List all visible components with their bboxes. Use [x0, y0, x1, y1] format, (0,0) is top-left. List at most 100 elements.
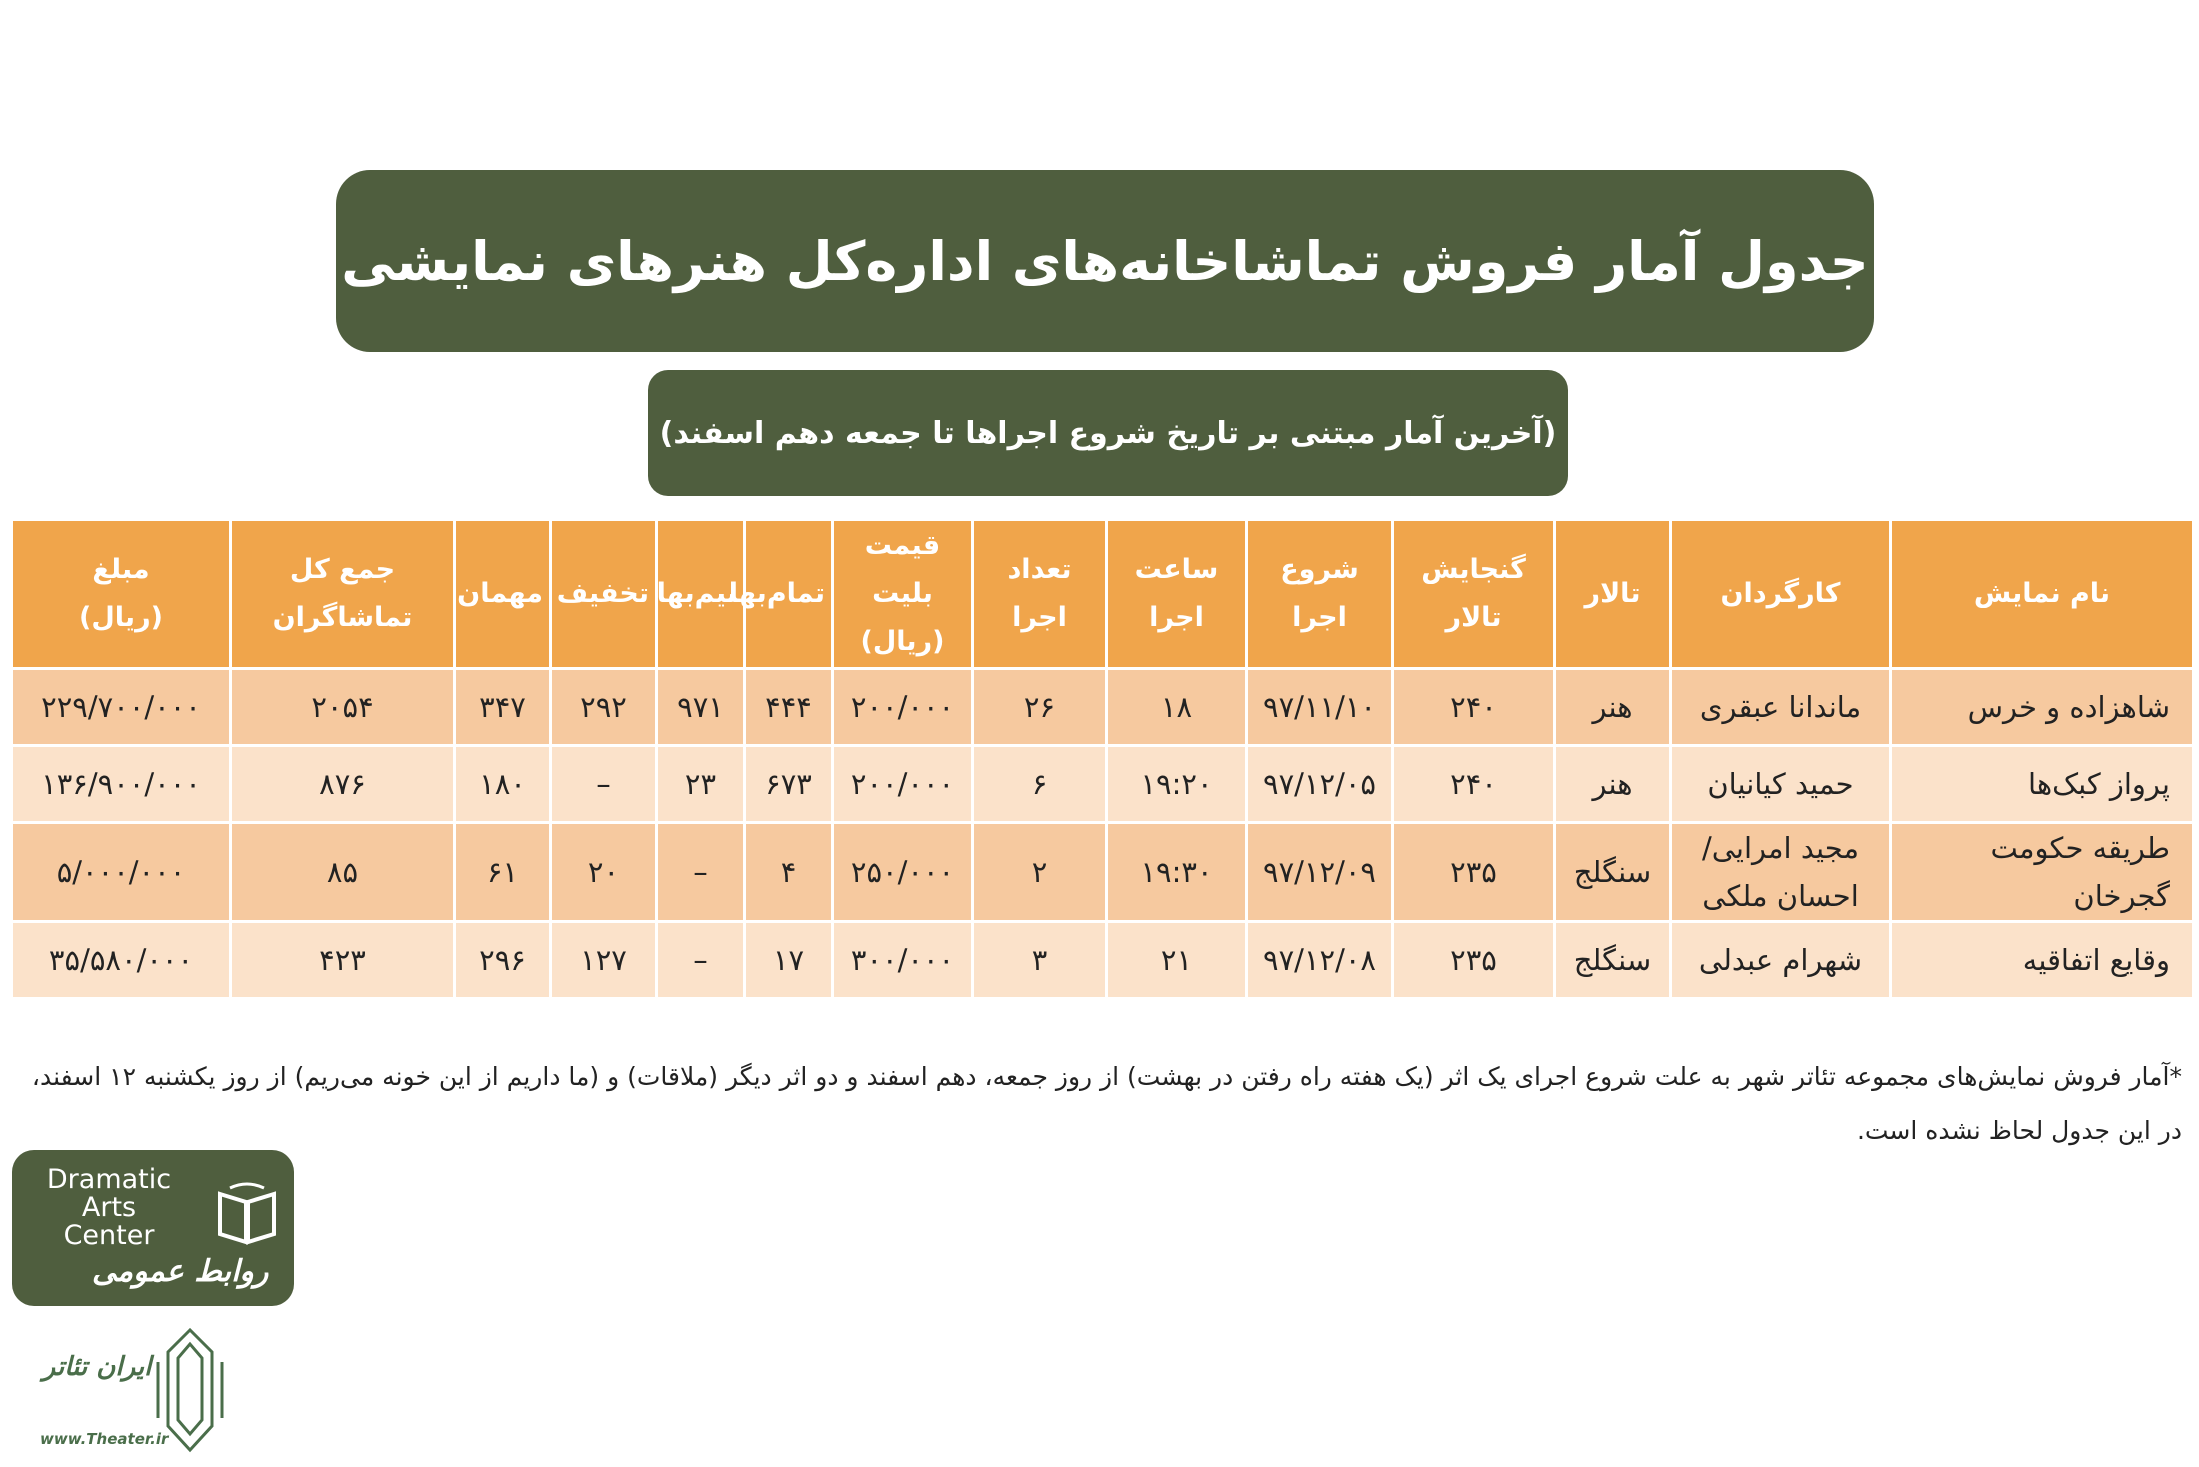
table-row: طریقه حکومت گجرخان مجید امرایی/احسان ملکی…: [10, 821, 2195, 923]
dac-logo-persian: روابط عمومی: [92, 1254, 269, 1289]
cell-discount: ۱۲۷: [549, 920, 658, 1000]
cell-start: ۹۷/۱۲/۰۵: [1245, 744, 1394, 824]
column-header-line: اجرا: [1149, 602, 1204, 633]
cell-full: ۴: [743, 821, 834, 923]
column-header: شروع اجرا: [1245, 518, 1394, 670]
cell-hall: سنگلج: [1553, 920, 1672, 1000]
cell-hall: سنگلج: [1553, 821, 1672, 923]
cell-capacity: ۲۳۵: [1391, 920, 1556, 1000]
cell-start: ۹۷/۱۱/۱۰: [1245, 667, 1394, 747]
column-header-line: ساعت: [1134, 554, 1219, 585]
cell-hall: هنر: [1553, 744, 1672, 824]
cell-director: حمید کیانیان: [1669, 744, 1892, 824]
cell-capacity: ۲۴۰: [1391, 744, 1556, 824]
cell-capacity: ۲۳۵: [1391, 821, 1556, 923]
column-header-line: اجرا: [1292, 602, 1347, 633]
cell-total: ۸۵: [229, 821, 456, 923]
cell-amount: ۱۳۶/۹۰۰/۰۰۰: [10, 744, 232, 824]
cell-start: ۹۷/۱۲/۰۸: [1245, 920, 1394, 1000]
cell-full: ۴۴۴: [743, 667, 834, 747]
table-row: پرواز کبک‌ها حمید کیانیان هنر ۲۴۰ ۹۷/۱۲/۰۵ ۱۹…: [10, 744, 2195, 824]
table-row: شاهزاده و خرس ماندانا عبقری هنر ۲۴۰ ۹۷/۱۱/۱۰…: [10, 667, 2195, 747]
cell-price: ۳۰۰/۰۰۰: [831, 920, 974, 1000]
table-header-row: نام نمایش کارگردان تالار گنجایش تالار شروع اجر…: [10, 518, 2195, 670]
cell-amount: ۳۵/۵۸۰/۰۰۰: [10, 920, 232, 1000]
dac-logo-english: Dramatic Arts Center: [34, 1166, 184, 1250]
column-header: تالار: [1553, 518, 1672, 670]
column-header-line: مبلغ: [92, 554, 150, 585]
column-header: گنجایش تالار: [1391, 518, 1556, 670]
cell-total: ۲۰۵۴: [229, 667, 456, 747]
cell-half: ۲۳: [655, 744, 746, 824]
footnote: *آمار فروش نمایش‌های مجموعه تئاتر شهر به…: [31, 1062, 2182, 1145]
dac-logo-line: Center: [63, 1220, 155, 1251]
cell-half: –: [655, 920, 746, 1000]
cell-count: ۲۶: [971, 667, 1108, 747]
column-header-line: گنجایش: [1421, 554, 1526, 585]
cell-time: ۲۱: [1105, 920, 1248, 1000]
column-header-line: تخفیف: [556, 578, 649, 609]
cell-price: ۲۰۰/۰۰۰: [831, 744, 974, 824]
cell-line: مجید امرایی/: [1701, 831, 1860, 865]
column-header: ساعت اجرا: [1105, 518, 1248, 670]
page-title: جدول آمار فروش تماشاخانه‌های اداره‌کل هن…: [336, 170, 1874, 352]
cell-line: حمید کیانیان: [1707, 767, 1854, 801]
cell-total: ۸۷۶: [229, 744, 456, 824]
cell-director: مجید امرایی/احسان ملکی: [1669, 821, 1892, 923]
cell-count: ۲: [971, 821, 1108, 923]
column-header-line: تالار: [1584, 578, 1641, 609]
cell-count: ۶: [971, 744, 1108, 824]
column-header-line: نیم‌بها: [656, 578, 737, 609]
column-header: نیم‌بها: [655, 518, 746, 670]
page-title-text: جدول آمار فروش تماشاخانه‌های اداره‌کل هن…: [341, 229, 1869, 293]
column-header-line: بلیت: [872, 578, 933, 609]
column-header-line: اجرا: [1012, 602, 1067, 633]
cell-discount: ۲۹۲: [549, 667, 658, 747]
cell-price: ۲۵۰/۰۰۰: [831, 821, 974, 923]
cell-name: شاهزاده و خرس: [1889, 667, 2195, 747]
cell-price: ۲۰۰/۰۰۰: [831, 667, 974, 747]
cell-guest: ۲۹۶: [453, 920, 552, 1000]
cell-line: احسان ملکی: [1702, 879, 1859, 913]
column-header-line: (ریال): [860, 626, 945, 657]
column-header: نام نمایش: [1889, 518, 2195, 670]
dramatic-arts-center-logo: Dramatic Arts Center روابط عمومی: [12, 1150, 294, 1306]
column-header-line: (ریال): [79, 602, 163, 633]
cell-director: ماندانا عبقری: [1669, 667, 1892, 747]
column-header-line: مهمان: [457, 578, 543, 609]
cell-discount: –: [549, 744, 658, 824]
column-header: جمع کل تماشاگران: [229, 518, 456, 670]
table-body: شاهزاده و خرس ماندانا عبقری هنر ۲۴۰ ۹۷/۱۱/۱۰…: [10, 667, 2195, 1000]
column-header: مهمان: [453, 518, 552, 670]
cell-half: –: [655, 821, 746, 923]
theater-emblem-icon: [156, 1327, 224, 1453]
column-header-line: جمع کل: [289, 554, 396, 585]
cell-director: شهرام عبدلی: [1669, 920, 1892, 1000]
column-header: تخفیف: [549, 518, 658, 670]
theater-logo-name: ایران تئاتر: [42, 1352, 152, 1382]
column-header-line: تالار: [1445, 602, 1502, 633]
cell-name: وقایع اتفاقیه: [1889, 920, 2195, 1000]
cell-name: طریقه حکومت گجرخان: [1889, 821, 2195, 923]
page-subtitle: (آخرین آمار مبتنی بر تاریخ شروع اجراها ت…: [648, 370, 1568, 496]
column-header-line: تماشاگران: [272, 602, 413, 633]
cell-count: ۳: [971, 920, 1108, 1000]
cell-guest: ۱۸۰: [453, 744, 552, 824]
column-header-line: تعداد: [1007, 554, 1072, 585]
column-header: کارگردان: [1669, 518, 1892, 670]
dac-logo-line: Dramatic: [46, 1164, 172, 1195]
cell-start: ۹۷/۱۲/۰۹: [1245, 821, 1394, 923]
cell-capacity: ۲۴۰: [1391, 667, 1556, 747]
column-header: تمام‌بها: [728, 518, 834, 670]
cell-guest: ۶۱: [453, 821, 552, 923]
cell-line: شهرام عبدلی: [1698, 943, 1863, 977]
cell-name: پرواز کبک‌ها: [1889, 744, 2195, 824]
theater-logo-url: www.Theater.ir: [40, 1430, 169, 1448]
column-header-line: نام نمایش: [1973, 578, 2111, 609]
table-row: وقایع اتفاقیه شهرام عبدلی سنگلج ۲۳۵ ۹۷/۱۲/۰۸…: [10, 920, 2195, 1000]
column-header-line: تمام‌بها: [728, 578, 825, 609]
cell-guest: ۳۴۷: [453, 667, 552, 747]
cell-amount: ۵/۰۰۰/۰۰۰: [10, 821, 232, 923]
open-book-icon: [218, 1182, 276, 1245]
page-subtitle-text: (آخرین آمار مبتنی بر تاریخ شروع اجراها ت…: [659, 415, 1557, 451]
